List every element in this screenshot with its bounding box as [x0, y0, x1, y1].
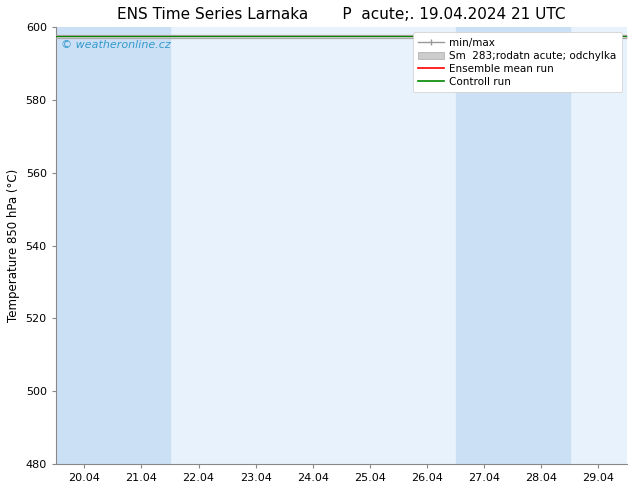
Legend: min/max, Sm  283;rodatn acute; odchylka, Ensemble mean run, Controll run: min/max, Sm 283;rodatn acute; odchylka, … — [413, 32, 622, 92]
Text: © weatheronline.cz: © weatheronline.cz — [61, 40, 171, 50]
Y-axis label: Temperature 850 hPa (°C): Temperature 850 hPa (°C) — [7, 169, 20, 322]
Bar — [113, 27, 170, 464]
Title: ENS Time Series Larnaka       P  acute;. 19.04.2024 21 UTC: ENS Time Series Larnaka P acute;. 19.04.… — [117, 7, 566, 22]
Bar — [56, 27, 113, 464]
Bar — [456, 27, 513, 464]
Bar — [513, 27, 570, 464]
